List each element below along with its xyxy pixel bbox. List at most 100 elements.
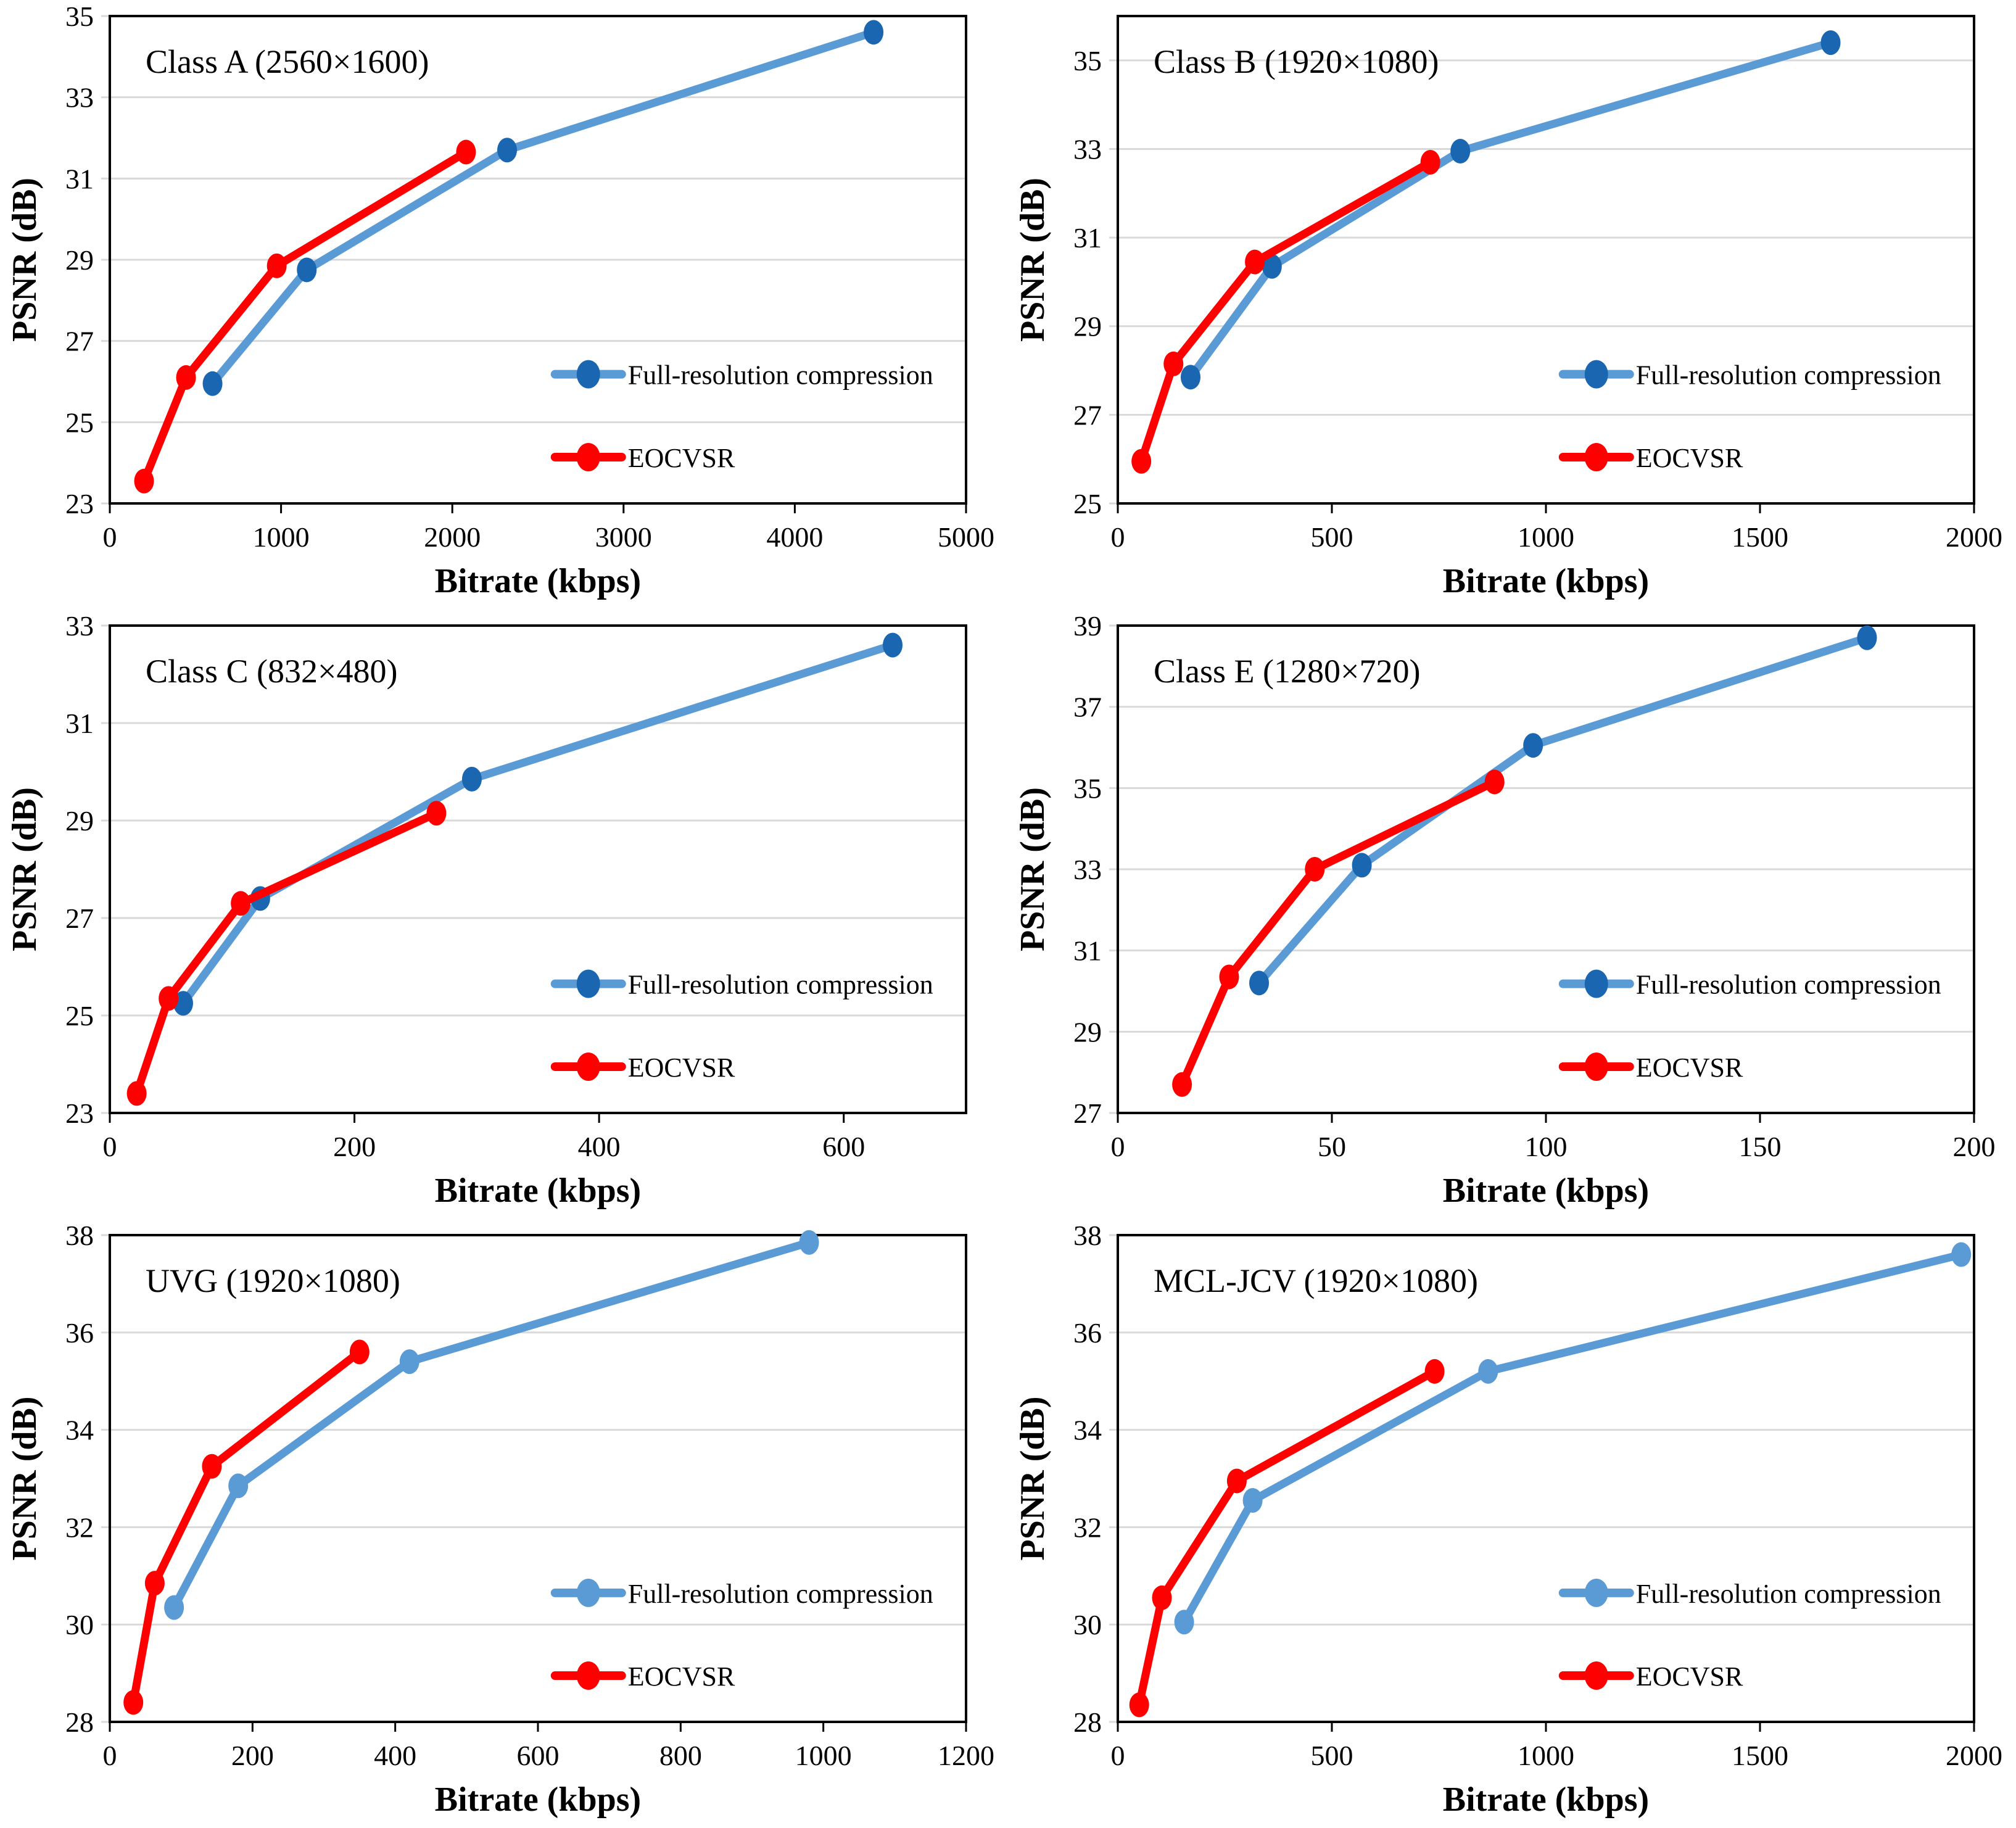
y-tick-label: 38 [1073, 1220, 1102, 1251]
y-axis-label: PSNR (dB) [1014, 178, 1052, 342]
x-tick-label: 4000 [766, 521, 823, 553]
y-tick-label: 29 [1073, 311, 1102, 342]
data-point-marker [1857, 625, 1877, 650]
data-point-marker [123, 1690, 144, 1715]
series-line-full-res [179, 641, 897, 1007]
chart-class-b: 25 27 29 31 33 35 0 500 1000 1500 2000 Bitrate (kbp… [1008, 0, 2016, 610]
chart-class-c: 23 25 27 29 31 33 0 200 400 600 Bitrate (kbps) PSNR… [0, 610, 1008, 1219]
y-tick-label: 25 [65, 407, 94, 438]
legend-label: EOCVSR [1636, 1053, 1743, 1083]
legend-label: Full-resolution compression [1636, 360, 1941, 391]
y-axis-label: PSNR (dB) [6, 178, 44, 342]
data-point-marker [228, 1473, 249, 1499]
chart-title: Class E (1280×720) [1154, 653, 1420, 690]
legend-label: EOCVSR [628, 1053, 735, 1083]
data-point-marker [349, 1339, 370, 1365]
y-tick-label: 39 [1073, 610, 1102, 642]
data-point-marker [159, 986, 179, 1011]
y-tick-label: 30 [1073, 1609, 1102, 1640]
x-axis-label: Bitrate (kbps) [1443, 1172, 1649, 1210]
y-tick-label: 31 [65, 708, 94, 739]
chart-mcl-jcv: 28 30 32 34 36 38 0 500 1000 1500 2000 Bitrate (kbp… [1008, 1219, 2016, 1828]
y-tick-label: 28 [1073, 1706, 1102, 1738]
legend-marker [576, 360, 600, 389]
chart-svg: 27 29 31 33 35 37 39 0 50 100 150 200 Bitrate (kbps)… [1014, 610, 1996, 1210]
y-tick-label: 29 [65, 805, 94, 837]
data-point-marker [1262, 254, 1282, 279]
x-tick-label: 0 [103, 521, 117, 553]
x-tick-label: 1500 [1732, 521, 1788, 553]
x-tick-label: 800 [659, 1740, 702, 1771]
data-point-marker [1484, 769, 1505, 795]
x-tick-label: 200 [231, 1740, 274, 1771]
legend-marker [576, 442, 600, 471]
y-tick-label: 35 [1073, 772, 1102, 804]
chart-svg: 23 25 27 29 31 33 35 0 1000 2000 3000 4000 5000 Bitra… [6, 1, 994, 600]
data-point-marker [1523, 733, 1543, 758]
data-point-marker [1352, 853, 1372, 878]
chart-title: Class C (832×480) [146, 653, 397, 690]
series-line-eocvsr [1137, 158, 1435, 466]
legend-marker [576, 1578, 600, 1607]
x-tick-label: 100 [1525, 1131, 1568, 1162]
y-axis-label: PSNR (dB) [6, 787, 44, 951]
chart-svg: 28 30 32 34 36 38 0 200 400 600 800 1000 1200 Bitrate… [6, 1220, 994, 1819]
x-tick-label: 400 [374, 1740, 416, 1771]
data-point-marker [1226, 1468, 1247, 1494]
data-point-marker [1129, 1692, 1149, 1718]
data-point-marker [1478, 1359, 1498, 1384]
series-line-full-res [1180, 1251, 1965, 1626]
y-tick-label: 25 [1073, 488, 1102, 519]
series-line-eocvsr [1135, 1367, 1439, 1709]
y-tick-label: 33 [1073, 133, 1102, 165]
x-tick-label: 500 [1311, 1740, 1353, 1771]
data-point-marker [1180, 365, 1200, 390]
legend-marker [1584, 1578, 1608, 1607]
data-point-marker [1249, 970, 1270, 996]
data-point-marker [231, 891, 251, 916]
series-line-eocvsr [129, 1347, 364, 1706]
data-point-marker [1219, 964, 1239, 990]
data-point-marker [1420, 150, 1440, 175]
x-axis-label: Bitrate (kbps) [1443, 1780, 1649, 1819]
x-tick-label: 150 [1739, 1131, 1782, 1162]
legend-marker [576, 969, 600, 998]
data-point-marker [297, 257, 317, 283]
legend-label: Full-resolution compression [628, 970, 933, 1000]
y-tick-label: 33 [65, 82, 94, 114]
x-tick-label: 600 [517, 1740, 560, 1771]
x-tick-label: 0 [1111, 521, 1125, 553]
y-tick-label: 33 [1073, 854, 1102, 885]
y-tick-label: 31 [65, 163, 94, 194]
data-point-marker [1163, 351, 1184, 376]
legend-label: Full-resolution compression [1636, 970, 1941, 1000]
data-point-marker [426, 801, 447, 826]
data-point-marker [202, 1454, 222, 1479]
x-tick-label: 400 [578, 1131, 621, 1162]
y-tick-label: 27 [65, 326, 94, 357]
series-line-eocvsr [140, 148, 470, 486]
x-tick-label: 1000 [253, 521, 310, 553]
data-point-marker [144, 1571, 165, 1596]
y-tick-label: 36 [65, 1317, 94, 1349]
y-axis-label: PSNR (dB) [1014, 787, 1052, 951]
x-tick-label: 0 [103, 1131, 117, 1162]
chart-title: Class B (1920×1080) [1154, 43, 1439, 80]
y-tick-label: 32 [1073, 1512, 1102, 1543]
data-point-marker [461, 766, 482, 792]
y-tick-label: 35 [65, 1, 94, 32]
chart-uvg: 28 30 32 34 36 38 0 200 400 600 800 1000 1200 Bitrate… [0, 1219, 1008, 1828]
legend-marker [1584, 360, 1608, 389]
y-axis-label: PSNR (dB) [1014, 1396, 1052, 1560]
x-tick-label: 2000 [1946, 1740, 2002, 1771]
data-point-marker [456, 139, 476, 165]
x-tick-label: 1000 [1518, 1740, 1574, 1771]
data-point-marker [864, 20, 884, 45]
data-point-marker [134, 468, 154, 494]
y-axis-label: PSNR (dB) [6, 1396, 44, 1560]
legend-marker [1584, 442, 1608, 471]
series-line-full-res [1186, 38, 1835, 381]
y-tick-label: 30 [65, 1609, 94, 1640]
legend-label: EOCVSR [628, 1661, 735, 1692]
x-tick-label: 1000 [795, 1740, 852, 1771]
